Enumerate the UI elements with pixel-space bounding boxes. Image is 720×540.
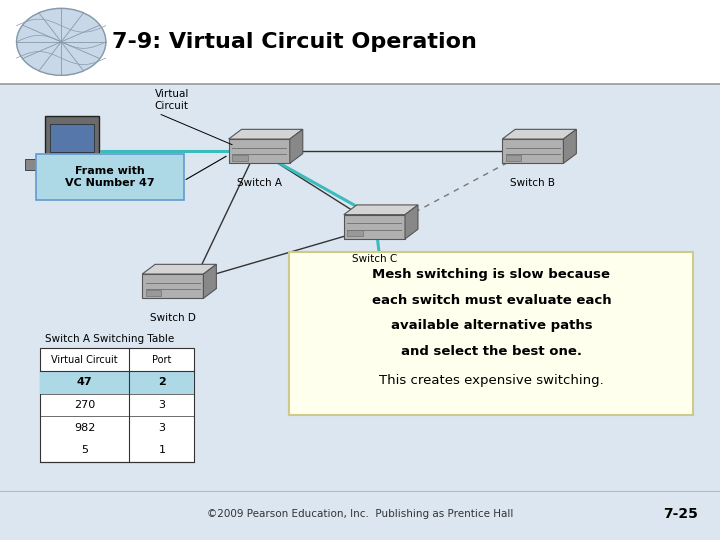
Polygon shape xyxy=(503,130,577,139)
FancyBboxPatch shape xyxy=(45,116,99,157)
Polygon shape xyxy=(563,130,577,163)
FancyBboxPatch shape xyxy=(50,124,94,152)
Text: This creates expensive switching.: This creates expensive switching. xyxy=(379,374,604,387)
FancyBboxPatch shape xyxy=(40,371,194,394)
Text: and select the best one.: and select the best one. xyxy=(401,345,582,357)
Text: Virtual Circuit: Virtual Circuit xyxy=(51,355,118,365)
Text: Virtual
Circuit: Virtual Circuit xyxy=(155,89,189,111)
Text: Frame with
VC Number 47: Frame with VC Number 47 xyxy=(65,166,155,188)
FancyBboxPatch shape xyxy=(36,154,184,200)
FancyBboxPatch shape xyxy=(145,289,161,296)
FancyBboxPatch shape xyxy=(232,154,248,160)
Text: Switch A Switching Table: Switch A Switching Table xyxy=(45,334,174,344)
Polygon shape xyxy=(203,265,216,298)
Text: 982: 982 xyxy=(74,423,95,433)
Text: Switch B: Switch B xyxy=(510,178,555,188)
Text: 7-9: Virtual Circuit Operation: 7-9: Virtual Circuit Operation xyxy=(112,32,477,52)
FancyBboxPatch shape xyxy=(344,214,405,239)
FancyBboxPatch shape xyxy=(503,139,563,163)
Polygon shape xyxy=(405,205,418,239)
FancyBboxPatch shape xyxy=(229,139,289,163)
Polygon shape xyxy=(142,265,216,274)
FancyBboxPatch shape xyxy=(505,154,521,160)
Text: Mesh switching is slow because: Mesh switching is slow because xyxy=(372,268,611,281)
Text: Port: Port xyxy=(152,355,171,365)
Text: 1: 1 xyxy=(158,446,166,455)
Polygon shape xyxy=(344,205,418,215)
Text: ©2009 Pearson Education, Inc.  Publishing as Prentice Hall: ©2009 Pearson Education, Inc. Publishing… xyxy=(207,509,513,519)
FancyBboxPatch shape xyxy=(40,348,194,462)
FancyBboxPatch shape xyxy=(348,230,363,237)
Text: 47: 47 xyxy=(76,377,92,387)
FancyBboxPatch shape xyxy=(142,274,203,298)
Text: 3: 3 xyxy=(158,400,166,410)
Text: 270: 270 xyxy=(74,400,95,410)
Polygon shape xyxy=(229,130,302,139)
Text: Switch C: Switch C xyxy=(352,254,397,264)
Text: 2: 2 xyxy=(158,377,166,387)
Text: available alternative paths: available alternative paths xyxy=(390,319,593,332)
Circle shape xyxy=(17,8,106,76)
Polygon shape xyxy=(289,130,302,163)
FancyBboxPatch shape xyxy=(289,252,693,415)
Text: 5: 5 xyxy=(81,446,88,455)
Text: Switch A: Switch A xyxy=(237,178,282,188)
FancyBboxPatch shape xyxy=(0,0,720,84)
FancyBboxPatch shape xyxy=(25,159,76,170)
Text: each switch must evaluate each: each switch must evaluate each xyxy=(372,294,611,307)
Text: 3: 3 xyxy=(158,423,166,433)
Text: Switch D: Switch D xyxy=(150,313,196,323)
Text: 7-25: 7-25 xyxy=(664,507,698,521)
